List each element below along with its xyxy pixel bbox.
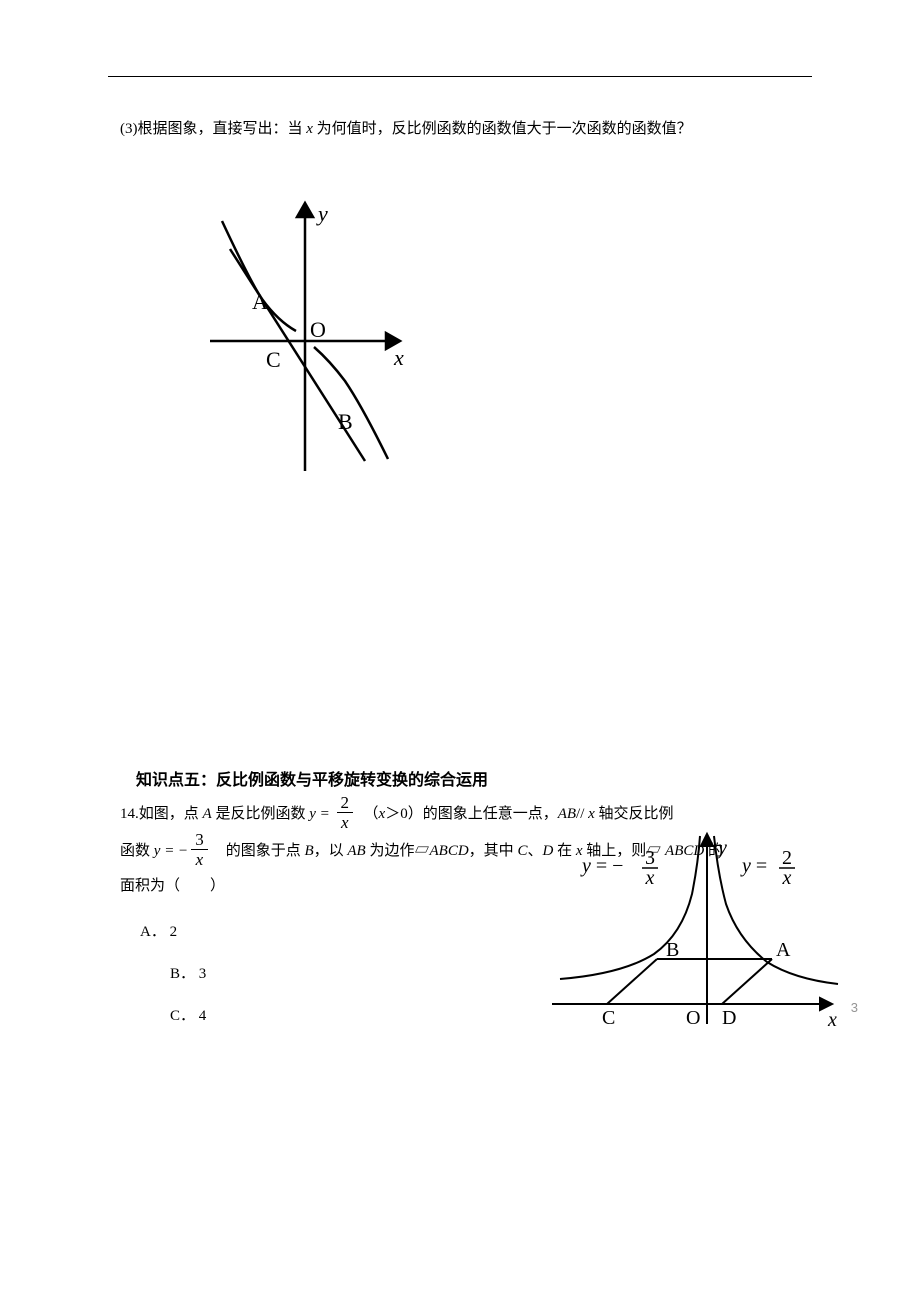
fig2-eqR-den: x <box>782 867 792 889</box>
fig2-O: O <box>686 1007 700 1029</box>
q14-y1: y <box>309 806 316 822</box>
q14-l1c: （ <box>356 806 379 822</box>
q14-A: A <box>203 806 212 822</box>
horizontal-rule <box>108 76 812 77</box>
fig2-y: y <box>716 837 727 859</box>
q14-AB: AB <box>558 806 576 822</box>
q14-l2d: 为边作 <box>366 843 415 859</box>
q14-l3: 面积为（ ） <box>120 878 225 894</box>
fig1-y-label: y <box>316 201 328 226</box>
svg-text:y =: y = <box>740 855 767 877</box>
fig1-x-label: x <box>393 345 404 370</box>
fig2-A: A <box>776 939 791 961</box>
fig2-eqL-num: 3 <box>645 847 655 869</box>
q3-suffix: 为何值时，反比例函数的函数值大于一次函数的函数值？ <box>313 121 692 137</box>
question-3-text: (3)根据图象，直接写出：当 x 为何值时，反比例函数的函数值大于一次函数的函数… <box>120 117 812 141</box>
svg-text:y = −: y = − <box>580 855 623 877</box>
q14-ABCD1: ABCD <box>430 843 469 859</box>
q14-l1a: 14.如图，点 <box>120 806 203 822</box>
figure-2: y = − 3 x y = 2 x y x A B C D O <box>542 824 852 1039</box>
fig2-x: x <box>827 1009 837 1031</box>
figure-1: y x O A B C <box>190 191 860 486</box>
q14-eq1: = <box>316 806 334 822</box>
fig2-eqR-y: y <box>740 855 751 877</box>
q14-l1b: 是反比例函数 <box>212 806 310 822</box>
q3-prefix: (3)根据图象，直接写出：当 <box>120 121 306 137</box>
page-number: 3 <box>851 1000 858 1015</box>
q14-eq2: = − <box>160 843 188 859</box>
q14-x1b: x <box>588 806 595 822</box>
q14-l2b: 的图象于点 <box>211 843 305 859</box>
section-title: 知识点五：反比例函数与平移旋转变换的综合运用 <box>136 766 812 790</box>
q14-l2e: ，其中 <box>469 843 518 859</box>
q14-C: C <box>517 843 527 859</box>
q14-frac2: 3x <box>191 831 208 868</box>
q14-l2f: 、 <box>527 843 542 859</box>
fig1-O-label: O <box>310 317 326 342</box>
fig2-D: D <box>722 1007 736 1029</box>
figure-1-svg: y x O A B C <box>190 191 420 481</box>
q14-ABv: AB <box>347 843 365 859</box>
fig1-B-label: B <box>338 409 353 434</box>
q14-B: B <box>304 843 313 859</box>
fig2-eqR-rest: = <box>751 855 767 877</box>
q14-pg1: ▱ <box>414 843 429 859</box>
q3-x-var: x <box>306 121 313 137</box>
q14-l2a: 函数 <box>120 843 154 859</box>
fig1-C-label: C <box>266 347 281 372</box>
fig2-eqR-num: 2 <box>782 847 792 869</box>
fig2-C: C <box>602 1007 615 1029</box>
fig2-eqL-rest: = − <box>591 855 624 877</box>
figure-2-svg: y = − 3 x y = 2 x y x A B C D O <box>542 824 852 1034</box>
q14-l1e: 轴交反比例 <box>595 806 674 822</box>
q14-l2c: ，以 <box>314 843 348 859</box>
fig2-eqL-den: x <box>645 867 655 889</box>
q14-frac1: 2x <box>337 794 354 831</box>
q14-l1d: ＞0）的图象上任意一点， <box>385 806 558 822</box>
fig2-B: B <box>666 939 679 961</box>
fig2-eqL-y: y <box>580 855 591 877</box>
fig1-A-label: A <box>252 289 268 314</box>
